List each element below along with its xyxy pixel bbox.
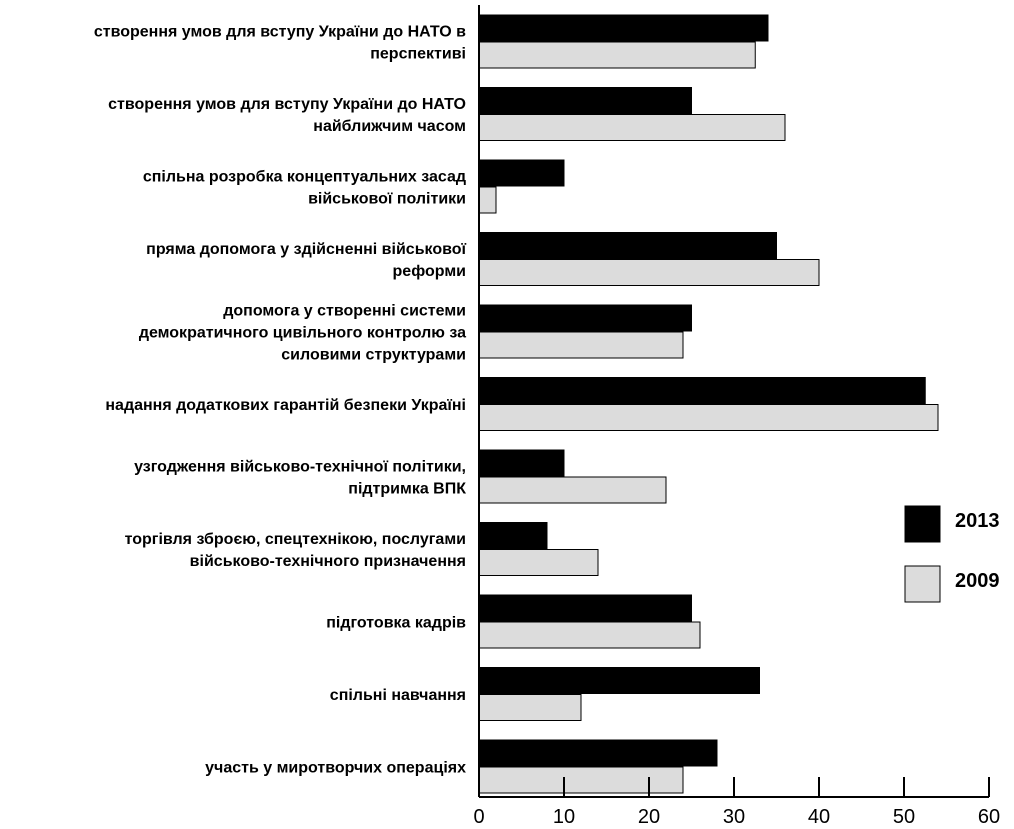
legend-label-2009: 2009 — [955, 570, 1000, 592]
category-label-line: допомога у створенні системи — [223, 303, 466, 320]
category-label-line: узгодження військово-технічної політики, — [134, 459, 466, 476]
bar-2013-6 — [478, 449, 565, 477]
category-label-line: пряма допомога у здійсненні військової — [146, 241, 466, 258]
x-tick-label-60: 60 — [978, 806, 1000, 828]
category-label-10: участь у миротворчих операціях — [205, 760, 466, 777]
category-label-line: спільна розробка концептуальних засад — [143, 169, 466, 186]
category-label-line: військово-технічного призначення — [190, 553, 466, 570]
bar-2009-7 — [478, 549, 599, 576]
bars-layer — [478, 14, 939, 794]
bar-2013-10 — [478, 739, 718, 767]
category-label-2: спільна розробка концептуальних засад вій… — [143, 169, 466, 208]
bar-2013-4 — [478, 304, 692, 332]
category-label-line: демократичного цивільного контролю за — [139, 325, 466, 342]
category-label-line: перспективі — [370, 46, 466, 63]
x-axis: 0 10 20 30 40 50 60 — [473, 5, 1000, 828]
category-label-line: підтримка ВПК — [348, 481, 466, 498]
bar-2013-0 — [478, 14, 769, 42]
legend: 2013 2009 — [904, 505, 1000, 603]
bar-2009-2 — [478, 186, 497, 214]
category-label-3: пряма допомога у здійсненні військової ре… — [146, 241, 466, 280]
category-label-line: створення умов для вступу України до НАТ… — [108, 96, 466, 113]
x-tick-label-40: 40 — [808, 806, 830, 828]
category-label-line: військової політики — [308, 191, 466, 208]
category-label-line: торгівля зброєю, спецтехнікою, послугами — [125, 531, 466, 548]
category-label-line: участь у миротворчих операціях — [205, 760, 466, 777]
bar-2013-3 — [478, 232, 777, 259]
category-label-0: створення умов для вступу України до НАТ… — [94, 24, 466, 63]
category-label-line: реформи — [393, 263, 466, 280]
bar-2013-2 — [478, 159, 565, 187]
bar-2013-8 — [478, 594, 692, 622]
bar-2013-9 — [478, 667, 760, 694]
bar-2009-4 — [478, 331, 684, 359]
category-label-7: торгівля зброєю, спецтехнікою, послугами… — [125, 531, 466, 570]
x-tick-label-30: 30 — [723, 806, 745, 828]
legend-swatch-2013 — [904, 505, 941, 543]
bar-2009-9 — [478, 694, 582, 721]
category-label-1: створення умов для вступу України до НАТ… — [108, 96, 466, 135]
bar-2009-1 — [478, 114, 786, 141]
bar-2009-3 — [478, 259, 820, 286]
category-label-4: допомога у створенні системи демократично… — [139, 303, 466, 364]
category-label-8: підготовка кадрів — [326, 615, 466, 632]
category-label-line: надання додаткових гарантій безпеки Укра… — [105, 397, 466, 414]
bar-2009-10 — [478, 766, 684, 794]
x-tick-label-10: 10 — [553, 806, 575, 828]
category-label-line: створення умов для вступу України до НАТ… — [94, 24, 466, 41]
category-label-line: силовими структурами — [281, 347, 466, 364]
bar-2009-0 — [478, 41, 756, 69]
bar-2009-6 — [478, 476, 667, 504]
legend-swatch-2009 — [904, 565, 941, 603]
category-label-6: узгодження військово-технічної політики,… — [134, 459, 466, 498]
bar-2013-7 — [478, 522, 548, 549]
legend-label-2013: 2013 — [955, 510, 1000, 532]
category-label-line: підготовка кадрів — [326, 615, 466, 632]
category-label-line: найближчим часом — [313, 118, 466, 135]
category-label-5: надання додаткових гарантій безпеки Укра… — [105, 397, 466, 414]
x-tick-label-20: 20 — [638, 806, 660, 828]
bar-2009-5 — [478, 404, 939, 431]
category-labels: створення умов для вступу України до НАТ… — [94, 24, 467, 777]
category-label-9: спільні навчання — [330, 687, 466, 704]
x-tick-label-50: 50 — [893, 806, 915, 828]
bar-2009-8 — [478, 621, 701, 649]
x-tick-label-0: 0 — [473, 806, 484, 828]
bar-2013-1 — [478, 87, 692, 114]
category-label-line: спільні навчання — [330, 687, 466, 704]
bar-2013-5 — [478, 377, 926, 404]
